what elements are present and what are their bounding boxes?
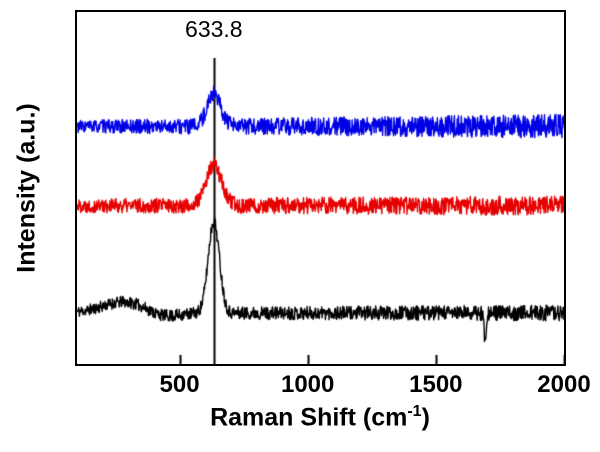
x-axis-label-text: Raman Shift (cm bbox=[210, 403, 408, 432]
x-axis-label-close: ) bbox=[421, 403, 430, 432]
x-axis-label: Raman Shift (cm-1) bbox=[210, 403, 430, 432]
x-tick-label-500: 500 bbox=[159, 371, 200, 398]
x-tick-label-1500: 1500 bbox=[409, 371, 463, 398]
x-axis-label-superscript: -1 bbox=[407, 403, 422, 420]
y-axis-label: Intensity (a.u.) bbox=[12, 103, 41, 273]
plot-area bbox=[75, 10, 566, 366]
spectra-canvas bbox=[77, 12, 564, 364]
x-tick-label-2000: 2000 bbox=[537, 371, 591, 398]
peak-annotation-label: 633.8 bbox=[185, 16, 243, 42]
x-tick-label-1000: 1000 bbox=[280, 371, 335, 398]
